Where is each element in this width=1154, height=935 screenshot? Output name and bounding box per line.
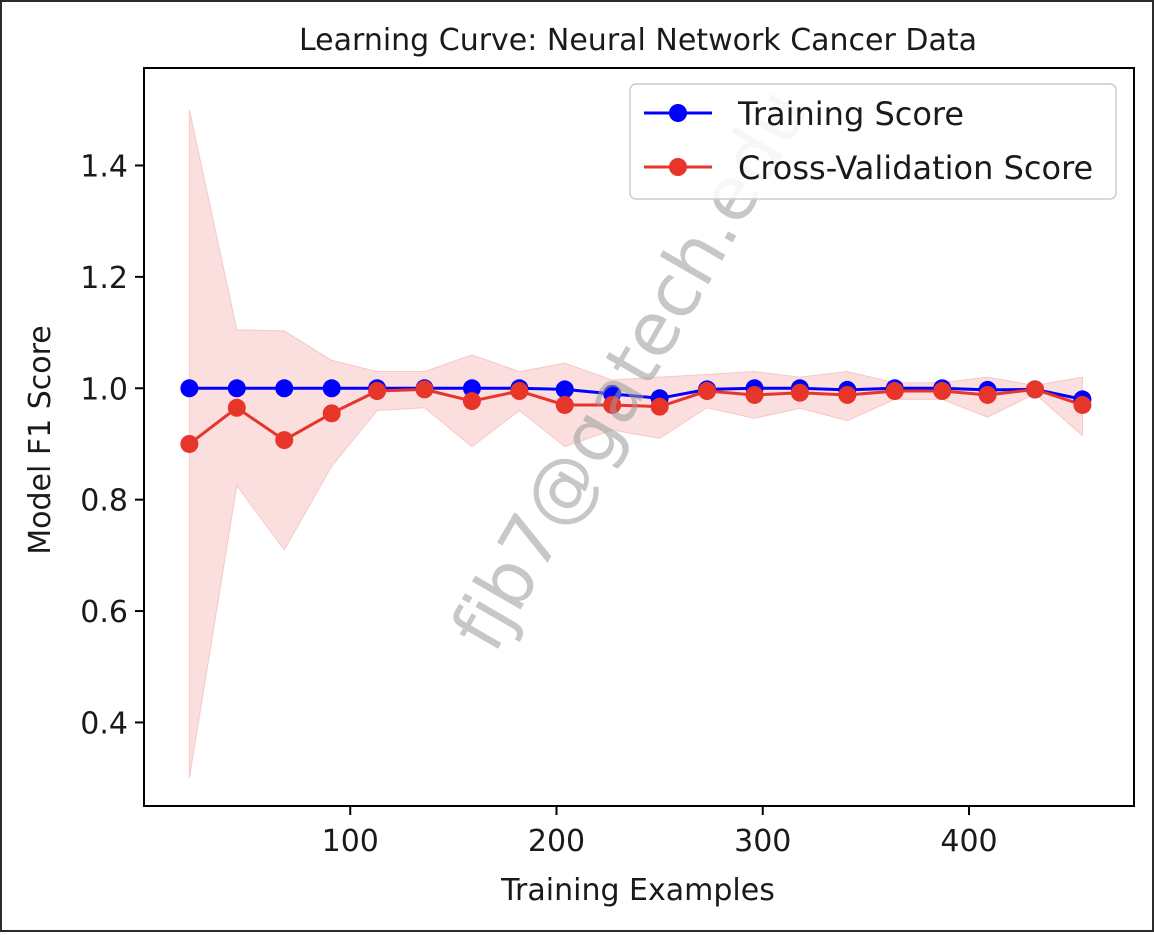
y-tick-label: 1.4 [80,149,128,184]
x-tick-label: 100 [322,824,379,859]
x-tick-label: 400 [940,824,997,859]
cv-confidence-band [188,109,1083,779]
data-point-cross-validation [745,385,764,404]
x-axis-ticks: 100 200 300 400 [322,806,998,859]
data-point-training [322,379,341,398]
data-point-cross-validation [838,385,857,404]
y-tick-label: 0.8 [80,484,128,519]
data-point-cross-validation [275,431,294,450]
y-tick-label: 1.0 [80,372,128,407]
legend-label-training: Training Score [737,95,964,133]
confidence-band-1 [188,109,1083,779]
data-point-cross-validation [322,404,341,423]
y-tick-label: 1.2 [80,261,128,296]
legend-box [629,83,1117,200]
data-point-training [462,379,481,398]
data-point-cross-validation [933,382,952,401]
plot-area-frame [143,67,1135,807]
y-tick-label: 0.6 [80,595,128,630]
data-point-cross-validation [1026,380,1044,399]
legend-label-cross-validation: Cross-Validation Score [738,149,1093,187]
chart-title: Learning Curve: Neural Network Cancer Da… [299,23,977,58]
legend: Training Score Cross-Validation Score [629,83,1117,200]
y-axis-label: Model F1 Score [23,325,58,555]
data-point-cross-validation [650,397,669,416]
data-point-cross-validation [790,383,809,402]
data-point-cross-validation [510,382,529,401]
data-point-cross-validation [555,395,574,414]
data-point-training [227,379,246,398]
data-point-cross-validation [368,382,387,401]
x-axis-label: Training Examples [500,873,775,908]
data-point-cross-validation [603,395,622,414]
data-point-cross-validation [462,392,481,411]
x-tick-label: 300 [734,824,791,859]
data-point-cross-validation [1073,395,1092,414]
data-point-training [555,380,574,399]
y-tick-label: 0.4 [80,706,128,741]
data-point-cross-validation [978,385,997,404]
series-points [180,379,1092,453]
data-point-training [180,379,199,398]
legend-marker-training [669,104,687,122]
y-axis-ticks: 0.4 0.6 0.8 1.0 1.2 1.4 [80,149,144,741]
x-tick-label: 200 [528,824,585,859]
legend-marker-cross-validation [669,158,687,176]
data-point-cross-validation [180,434,199,453]
data-point-cross-validation [698,382,717,401]
data-point-cross-validation [885,382,904,401]
data-point-cross-validation [227,398,246,417]
data-point-cross-validation [415,380,434,399]
data-point-training [275,379,294,398]
